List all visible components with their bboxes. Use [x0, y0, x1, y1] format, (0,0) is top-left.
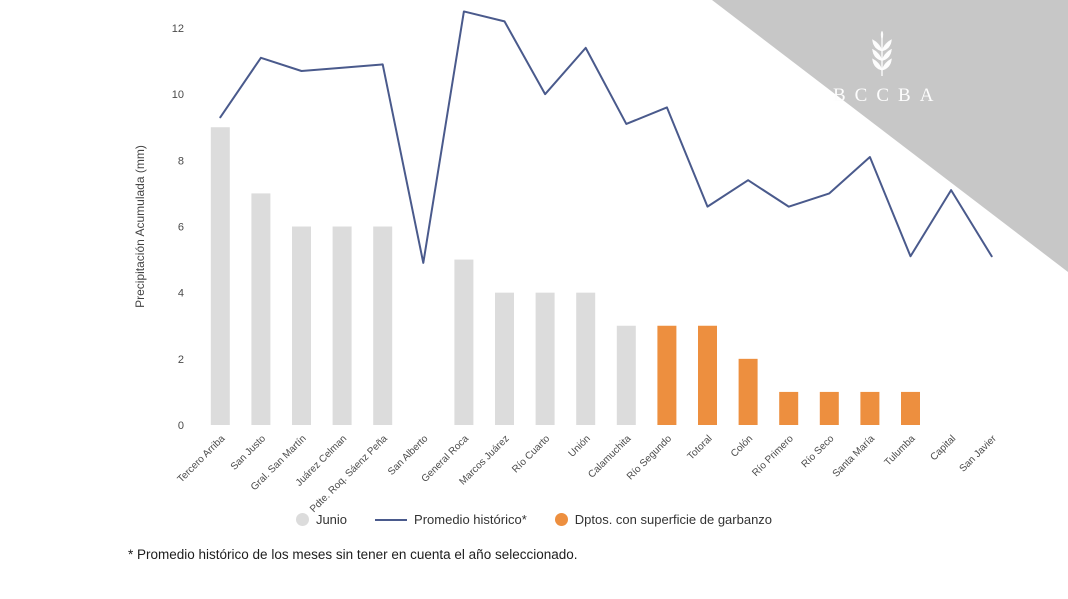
svg-text:San Justo: San Justo	[229, 433, 269, 473]
junio-swatch	[295, 513, 309, 526]
svg-text:Capital: Capital	[928, 433, 958, 463]
svg-text:Santa María: Santa María	[831, 433, 878, 480]
legend-item-garbanzo: Dptos. con superficie de garbanzo	[554, 512, 773, 527]
svg-text:10: 10	[172, 89, 184, 101]
svg-text:Río Seco: Río Seco	[800, 433, 837, 470]
svg-text:San Javier: San Javier	[958, 433, 1000, 475]
wheat-icon	[872, 30, 892, 76]
promedio-line-swatch	[375, 518, 408, 521]
svg-text:Colón: Colón	[729, 433, 755, 459]
legend-item-junio: Junio	[295, 512, 348, 527]
footnote: * Promedio histórico de los meses sin te…	[128, 547, 578, 562]
svg-text:8: 8	[178, 155, 184, 167]
chart-legend: Junio Promedio histórico* Dptos. con sup…	[0, 512, 1068, 527]
svg-text:Tulumba: Tulumba	[883, 433, 918, 468]
junio-label: Junio	[315, 512, 348, 527]
corner-triangle	[712, 0, 1068, 272]
garbanzo-label: Dptos. con superficie de garbanzo	[574, 512, 773, 527]
svg-text:Río Cuarto: Río Cuarto	[510, 433, 552, 475]
svg-text:Totoral: Totoral	[686, 433, 715, 462]
svg-text:6: 6	[178, 222, 184, 234]
bccba-logo: BCCBA	[712, 0, 1068, 272]
svg-text:4: 4	[178, 288, 184, 300]
logo-inner: BCCBA	[824, 30, 940, 107]
promedio-label: Promedio histórico*	[414, 512, 527, 527]
svg-text:Pdte. Roq. Sáenz Peña: Pdte. Roq. Sáenz Peña	[308, 433, 390, 515]
svg-text:12: 12	[172, 23, 184, 35]
svg-text:Precipitación Acumulada (mm): Precipitación Acumulada (mm)	[133, 145, 147, 308]
svg-text:Tercero Arriba: Tercero Arriba	[176, 433, 228, 485]
svg-text:Unión: Unión	[567, 433, 593, 459]
svg-text:0: 0	[178, 420, 184, 432]
garbanzo-swatch	[554, 513, 568, 526]
svg-text:Río Primero: Río Primero	[750, 433, 796, 479]
logo-text: BCCBA	[833, 85, 943, 106]
svg-text:2: 2	[178, 354, 184, 366]
legend-item-promedio: Promedio histórico*	[375, 512, 527, 527]
svg-text:San Alberto: San Alberto	[386, 433, 431, 478]
